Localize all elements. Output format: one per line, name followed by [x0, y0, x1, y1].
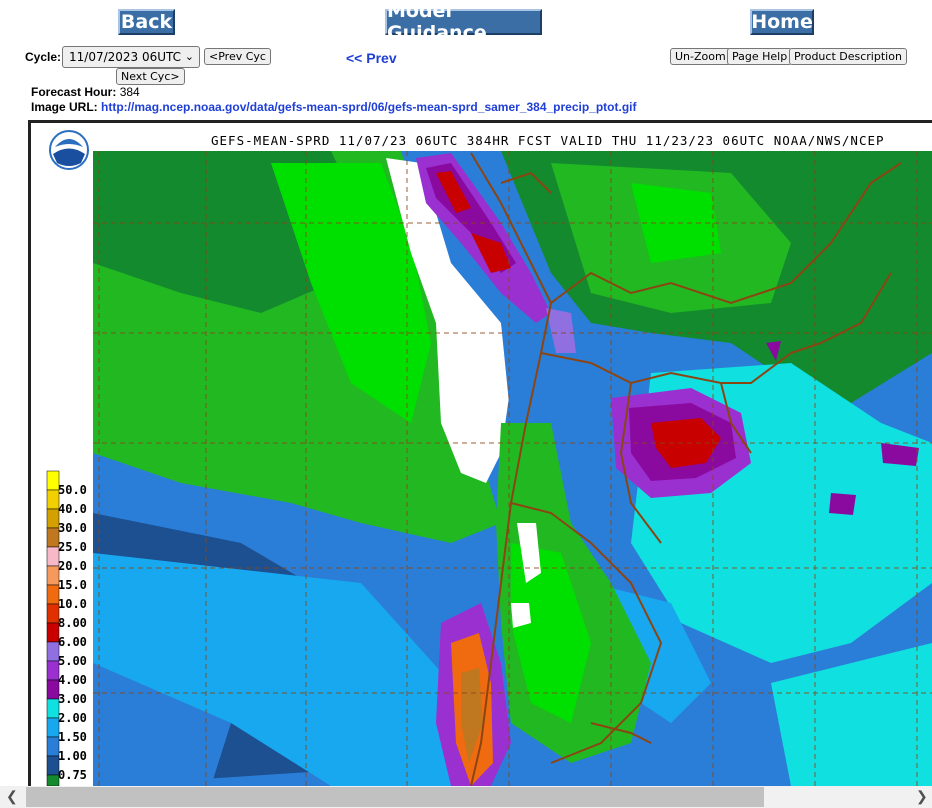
legend-colorbar [46, 470, 60, 786]
image-url-link[interactable]: http://mag.ncep.noaa.gov/data/gefs-mean-… [101, 100, 637, 114]
legend-label: 50.0 [58, 483, 87, 497]
forecast-hour-value: 384 [119, 85, 140, 99]
chevron-down-icon: ⌄ [184, 50, 194, 63]
cycle-select-value: 11/07/2023 06UTC [69, 50, 182, 64]
legend-label: 15.0 [58, 578, 87, 592]
legend-label: 1.00 [58, 749, 87, 763]
back-button[interactable]: Back [118, 9, 175, 35]
image-url-label: Image URL: [31, 100, 98, 114]
model-guidance-button[interactable]: Model Guidance [385, 0, 542, 44]
product-description-button[interactable]: Product Description [789, 48, 907, 65]
legend-label: 25.0 [58, 540, 87, 554]
home-button[interactable]: Home [750, 9, 814, 35]
legend-label: 4.00 [58, 673, 87, 687]
legend-label: 3.00 [58, 692, 87, 706]
legend-label: 0.75 [58, 768, 87, 782]
scroll-left-icon[interactable]: ❮ [6, 788, 18, 804]
forecast-map[interactable]: GEFS-MEAN-SPRD 11/07/23 06UTC 384HR FCST… [28, 120, 932, 786]
legend-label: 6.00 [58, 635, 87, 649]
prev-link[interactable]: << Prev [346, 50, 397, 66]
scroll-right-icon[interactable]: ❯ [916, 788, 928, 804]
forecast-hour: Forecast Hour: 384 [31, 85, 140, 99]
noaa-logo-icon [49, 130, 89, 170]
prev-cycle-button[interactable]: <Prev Cyc [204, 48, 271, 65]
legend-label: 8.00 [58, 616, 87, 630]
page-help-button[interactable]: Page Help [727, 48, 793, 65]
map-title: GEFS-MEAN-SPRD 11/07/23 06UTC 384HR FCST… [211, 133, 885, 148]
legend-label: 40.0 [58, 502, 87, 516]
unzoom-button[interactable]: Un-Zoom [670, 48, 731, 65]
cycle-label: Cycle: [25, 50, 62, 64]
scrollbar-thumb[interactable] [26, 787, 764, 807]
legend-label: 10.0 [58, 597, 87, 611]
legend-label: 1.50 [58, 730, 87, 744]
image-url: Image URL: http://mag.ncep.noaa.gov/data… [31, 100, 637, 114]
precipitation-map-image [46, 130, 932, 786]
legend-label: 30.0 [58, 521, 87, 535]
next-cycle-button[interactable]: Next Cyc> [116, 68, 185, 85]
horizontal-scrollbar[interactable]: ❮ ❯ [0, 786, 932, 808]
legend-label: 20.0 [58, 559, 87, 573]
legend-label: 5.00 [58, 654, 87, 668]
forecast-hour-label: Forecast Hour: [31, 85, 117, 99]
cycle-select[interactable]: 11/07/2023 06UTC ⌄ [62, 46, 200, 68]
legend-label: 2.00 [58, 711, 87, 725]
